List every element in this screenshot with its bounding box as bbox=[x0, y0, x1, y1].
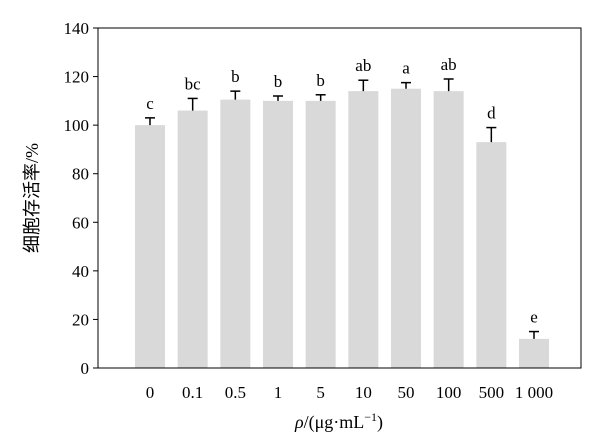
y-tick-label-7: 140 bbox=[64, 19, 90, 38]
x-tick-label-4: 5 bbox=[316, 383, 325, 402]
x-tick-label-1: 0.1 bbox=[182, 383, 203, 402]
x-axis-label-close: ) bbox=[377, 412, 383, 433]
x-axis-label: ρ/(μg·mL−1) bbox=[294, 410, 383, 433]
bar-4 bbox=[305, 100, 336, 368]
error-bar-3 bbox=[273, 95, 283, 101]
plot-frame bbox=[97, 27, 582, 369]
significance-letter-3: b bbox=[274, 72, 283, 91]
y-tick-label-6: 120 bbox=[64, 68, 90, 87]
bar-0 bbox=[135, 125, 165, 369]
significance-letter-6: a bbox=[402, 59, 410, 78]
y-tick-label-0: 0 bbox=[81, 359, 90, 378]
x-axis-ticks: 0 0.1 0.5 1 5 10 50 100 500 1 000 bbox=[146, 383, 553, 402]
x-tick-label-6: 50 bbox=[398, 383, 415, 402]
error-bar-9 bbox=[529, 330, 539, 339]
bar-9 bbox=[519, 338, 549, 368]
y-axis-ticks: 0 20 40 60 80 100 120 140 bbox=[64, 19, 98, 378]
x-tick-label-2: 0.5 bbox=[225, 383, 246, 402]
bar-6 bbox=[391, 88, 421, 368]
y-tick-label-1: 20 bbox=[72, 310, 89, 329]
y-tick-label-3: 60 bbox=[72, 213, 89, 232]
error-bar-0 bbox=[145, 117, 155, 126]
bar-2 bbox=[220, 99, 251, 369]
y-tick-label-4: 80 bbox=[72, 165, 89, 184]
error-bar-7 bbox=[443, 78, 454, 92]
error-bar-2 bbox=[230, 90, 241, 100]
significance-letter-7: ab bbox=[441, 55, 457, 74]
x-tick-label-0: 0 bbox=[146, 383, 155, 402]
bar-1 bbox=[177, 110, 208, 369]
significance-letter-4: b bbox=[316, 71, 325, 90]
significance-letter-0: c bbox=[146, 94, 154, 113]
significance-letter-8: d bbox=[487, 104, 496, 123]
x-tick-label-5: 10 bbox=[355, 383, 372, 402]
error-bars-layer bbox=[145, 78, 539, 339]
error-bar-4 bbox=[315, 94, 326, 101]
significance-letter-2: b bbox=[231, 67, 240, 86]
bar-3 bbox=[263, 100, 293, 368]
x-tick-label-9: 1 000 bbox=[515, 383, 553, 402]
x-axis-label-superscript: −1 bbox=[364, 410, 377, 424]
significance-letter-5: ab bbox=[355, 56, 371, 75]
error-bar-8 bbox=[486, 126, 497, 143]
x-tick-label-3: 1 bbox=[274, 383, 283, 402]
x-axis-label-unit: /(μg·mL bbox=[304, 412, 365, 433]
error-bar-5 bbox=[358, 79, 369, 92]
significance-letters-layer: c bc b b b ab a ab d e bbox=[146, 55, 538, 327]
x-axis-label-symbol: ρ bbox=[294, 412, 304, 432]
error-bar-6 bbox=[401, 81, 411, 89]
significance-letter-9: e bbox=[530, 308, 538, 327]
y-axis-label: 细胞存活率/% bbox=[22, 143, 42, 253]
bar-5 bbox=[348, 91, 379, 369]
bars-layer bbox=[135, 88, 549, 369]
x-tick-label-7: 100 bbox=[436, 383, 462, 402]
bar-7 bbox=[433, 91, 464, 369]
x-tick-label-8: 500 bbox=[479, 383, 505, 402]
y-tick-label-2: 40 bbox=[72, 262, 89, 281]
y-tick-label-5: 100 bbox=[64, 116, 90, 135]
bar-8 bbox=[476, 142, 507, 368]
error-bar-1 bbox=[187, 97, 198, 111]
significance-letter-1: bc bbox=[185, 74, 202, 93]
